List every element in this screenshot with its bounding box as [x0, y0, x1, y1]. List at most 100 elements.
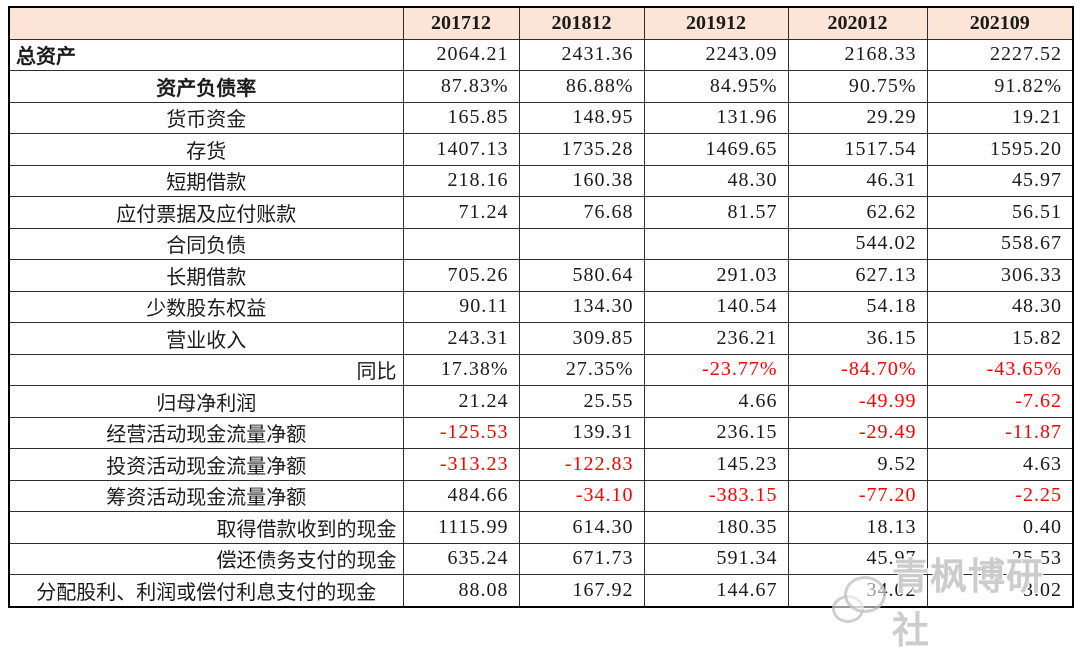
cell-value: 19.21: [926, 101, 1074, 134]
cell-value: 2064.21: [402, 38, 520, 71]
cell-value: 236.15: [643, 416, 789, 449]
cell-value: 48.30: [926, 290, 1074, 323]
cell-value: 3.02: [926, 574, 1074, 607]
cell-value: -84.70%: [787, 353, 928, 386]
financial-table: 201712 201812 201912 202012 202109 总资产 2064.2…: [8, 6, 1074, 608]
cell-value: 627.13: [787, 259, 928, 292]
header-year-201712: 201712: [402, 6, 520, 40]
cell-value: 1517.54: [787, 133, 928, 166]
cell-value: 45.97: [787, 542, 928, 575]
cell-value: 167.92: [518, 574, 645, 607]
table-row: 应付票据及应付账款 71.24 76.68 81.57 62.62 56.51: [8, 196, 1074, 229]
cell-value: 25.55: [518, 385, 645, 418]
cell-value: -43.65%: [926, 353, 1074, 386]
cell-value: 34.02: [787, 574, 928, 607]
cell-value: 544.02: [787, 227, 928, 260]
table-header: 201712 201812 201912 202012 202109: [8, 6, 1074, 40]
cell-value: 4.66: [643, 385, 789, 418]
cell-value: 71.24: [402, 196, 520, 229]
row-label: 投资活动现金流量净额: [8, 448, 404, 481]
cell-value: 160.38: [518, 164, 645, 197]
table-row: 归母净利润 21.24 25.55 4.66 -49.99 -7.62: [8, 385, 1074, 418]
table-row: 偿还债务支付的现金 635.24 671.73 591.34 45.97 25.53: [8, 542, 1074, 575]
row-label: 存货: [8, 133, 404, 166]
cell-value: 134.30: [518, 290, 645, 323]
header-row: 201712 201812 201912 202012 202109: [8, 6, 1074, 40]
table-row: 投资活动现金流量净额 -313.23 -122.83 145.23 9.52 4.63: [8, 448, 1074, 481]
cell-value: -29.49: [787, 416, 928, 449]
row-label: 营业收入: [8, 322, 404, 355]
cell-value: [518, 227, 645, 260]
cell-value: 165.85: [402, 101, 520, 134]
row-label: 筹资活动现金流量净额: [8, 479, 404, 512]
cell-value: 145.23: [643, 448, 789, 481]
row-label: 取得借款收到的现金: [8, 511, 404, 544]
cell-value: 56.51: [926, 196, 1074, 229]
cell-value: 25.53: [926, 542, 1074, 575]
cell-value: -313.23: [402, 448, 520, 481]
table-row: 长期借款 705.26 580.64 291.03 627.13 306.33: [8, 259, 1074, 292]
cell-value: 45.97: [926, 164, 1074, 197]
row-label: 少数股东权益: [8, 290, 404, 323]
cell-value: 2243.09: [643, 38, 789, 71]
cell-value: 580.64: [518, 259, 645, 292]
row-label: 总资产: [8, 38, 404, 71]
row-label: 资产负债率: [8, 70, 404, 103]
header-year-201812: 201812: [518, 6, 645, 40]
table-row: 合同负债 544.02 558.67: [8, 227, 1074, 260]
cell-value: 148.95: [518, 101, 645, 134]
cell-value: 17.38%: [402, 353, 520, 386]
cell-value: 236.21: [643, 322, 789, 355]
cell-value: 1595.20: [926, 133, 1074, 166]
cell-value: 36.15: [787, 322, 928, 355]
table-row: 少数股东权益 90.11 134.30 140.54 54.18 48.30: [8, 290, 1074, 323]
table-row: 营业收入 243.31 309.85 236.21 36.15 15.82: [8, 322, 1074, 355]
row-label: 偿还债务支付的现金: [8, 542, 404, 575]
cell-value: 27.35%: [518, 353, 645, 386]
cell-value: -34.10: [518, 479, 645, 512]
cell-value: -2.25: [926, 479, 1074, 512]
cell-value: 87.83%: [402, 70, 520, 103]
cell-value: 46.31: [787, 164, 928, 197]
cell-value: 140.54: [643, 290, 789, 323]
cell-value: 484.66: [402, 479, 520, 512]
cell-value: 1735.28: [518, 133, 645, 166]
cell-value: 558.67: [926, 227, 1074, 260]
cell-value: 144.67: [643, 574, 789, 607]
cell-value: 90.75%: [787, 70, 928, 103]
row-label: 应付票据及应付账款: [8, 196, 404, 229]
table-row: 总资产 2064.21 2431.36 2243.09 2168.33 2227.52: [8, 38, 1074, 71]
cell-value: 91.82%: [926, 70, 1074, 103]
header-year-202012: 202012: [787, 6, 928, 40]
row-label: 经营活动现金流量净额: [8, 416, 404, 449]
cell-value: 84.95%: [643, 70, 789, 103]
cell-value: [643, 227, 789, 260]
cell-value: 1407.13: [402, 133, 520, 166]
cell-value: 88.08: [402, 574, 520, 607]
cell-value: -125.53: [402, 416, 520, 449]
row-label: 归母净利润: [8, 385, 404, 418]
cell-value: 18.13: [787, 511, 928, 544]
cell-value: -383.15: [643, 479, 789, 512]
cell-value: -49.99: [787, 385, 928, 418]
cell-value: 9.52: [787, 448, 928, 481]
row-label: 合同负债: [8, 227, 404, 260]
table-row: 同比 17.38% 27.35% -23.77% -84.70% -43.65%: [8, 353, 1074, 386]
cell-value: 15.82: [926, 322, 1074, 355]
row-label: 短期借款: [8, 164, 404, 197]
header-corner-cell: [8, 6, 404, 40]
cell-value: [402, 227, 520, 260]
row-label: 货币资金: [8, 101, 404, 134]
table-row: 分配股利、利润或偿付利息支付的现金 88.08 167.92 144.67 34.02 3…: [8, 574, 1074, 607]
cell-value: 291.03: [643, 259, 789, 292]
table-row: 筹资活动现金流量净额 484.66 -34.10 -383.15 -77.20 -2.25: [8, 479, 1074, 512]
cell-value: 2227.52: [926, 38, 1074, 71]
cell-value: 180.35: [643, 511, 789, 544]
cell-value: 591.34: [643, 542, 789, 575]
cell-value: 705.26: [402, 259, 520, 292]
cell-value: 76.68: [518, 196, 645, 229]
cell-value: -122.83: [518, 448, 645, 481]
cell-value: 4.63: [926, 448, 1074, 481]
header-year-201912: 201912: [643, 6, 789, 40]
table-row: 短期借款 218.16 160.38 48.30 46.31 45.97: [8, 164, 1074, 197]
